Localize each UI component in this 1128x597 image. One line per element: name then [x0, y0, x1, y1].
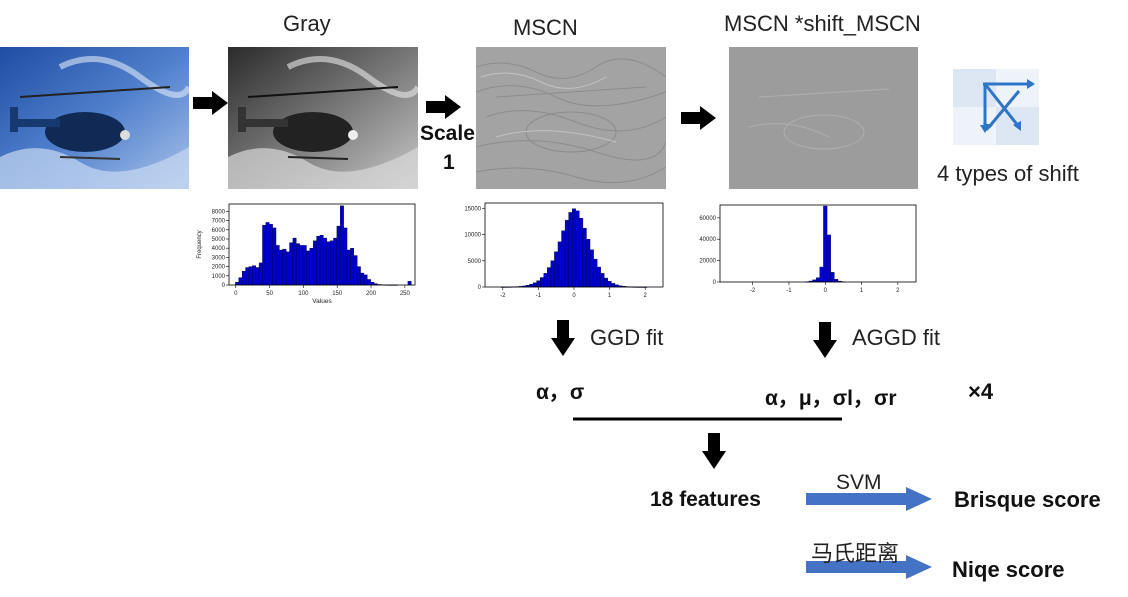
features-label: 18 features [650, 488, 761, 511]
mscn-shift-histogram: -2 -1 0 1 2 0 20000 40000 60000 [699, 204, 917, 294]
arrow-down-icon [702, 433, 726, 469]
x-tick-label: 50 [266, 291, 273, 297]
y-tick-label: 4000 [212, 246, 226, 252]
y-tick-label: 15000 [464, 206, 481, 212]
arrow-down-icon [551, 320, 575, 356]
plot-frame [719, 204, 917, 283]
shift-types-icon [953, 69, 1039, 145]
y-tick-label: 8000 [212, 209, 226, 215]
niqe-score: Niqe score [952, 557, 1065, 582]
y-tick-label: 40000 [699, 237, 716, 243]
y-tick-label: 5000 [468, 259, 482, 265]
mscn-shift-image [729, 47, 918, 189]
mscn-label: MSCN [513, 15, 578, 40]
mahalanobis-arrow-icon [806, 555, 932, 579]
x-tick-label: 100 [298, 291, 309, 297]
x-tick-label: -2 [750, 288, 756, 294]
mscn-shift-label: MSCN *shift_MSCN [724, 11, 921, 36]
y-tick-label: 1000 [212, 274, 226, 280]
y-tick-label: 0 [222, 283, 226, 289]
times-four: ×4 [968, 379, 994, 404]
x-axis-label: Values [312, 298, 332, 305]
x-tick-label: -2 [500, 293, 506, 299]
plot-frame [228, 203, 416, 286]
x-tick-label: 1 [608, 293, 612, 299]
svm-label: SVM [836, 471, 882, 494]
y-tick-label: 6000 [212, 228, 226, 234]
arrow-right-icon [193, 91, 228, 115]
arrow-down-icon [813, 322, 837, 358]
arrow-right-icon [681, 106, 716, 130]
x-tick-label: -1 [786, 288, 792, 294]
y-axis-label: Frequency [197, 230, 203, 258]
aggd-params: α，μ，σl，σr [765, 387, 897, 410]
shift-types-label: 4 types of shift [937, 161, 1079, 186]
helicopter-gray-image [228, 47, 418, 189]
svm-arrow-icon [806, 487, 932, 511]
arrow-right-icon [426, 95, 461, 119]
brisque-score: Brisque score [954, 487, 1101, 512]
x-tick-label: 0 [824, 288, 828, 294]
gray-label: Gray [283, 11, 331, 36]
x-tick-label: 2 [644, 293, 648, 299]
helicopter-color-image [0, 47, 189, 189]
x-tick-label: 150 [332, 291, 343, 297]
scale-number: 1 [443, 151, 455, 174]
x-tick-label: -1 [536, 293, 542, 299]
y-tick-label: 5000 [212, 237, 226, 243]
y-tick-label: 0 [713, 280, 717, 286]
ggd-fit-label: GGD fit [590, 325, 664, 350]
y-tick-label: 60000 [699, 216, 716, 222]
y-tick-label: 10000 [464, 233, 481, 239]
y-tick-label: 20000 [699, 259, 716, 265]
y-tick-label: 7000 [212, 219, 226, 225]
aggd-fit-label: AGGD fit [852, 325, 941, 350]
y-tick-label: 0 [478, 285, 482, 291]
x-tick-label: 200 [366, 291, 377, 297]
gray-histogram: 0 50 100 150 200 250 0 1000 2000 3000 4000 5000 6000… [197, 203, 416, 305]
y-tick-label: 2000 [212, 265, 226, 271]
ggd-params: α，σ [536, 381, 585, 404]
mahalanobis-label: 马氏距离 [811, 541, 900, 566]
mscn-histogram: -2 -1 0 1 2 0 5000 10000 15000 [464, 202, 664, 299]
x-tick-label: 1 [860, 288, 864, 294]
x-tick-label: 250 [400, 291, 411, 297]
x-tick-label: 2 [896, 288, 900, 294]
scale-label: Scale [420, 122, 475, 145]
x-tick-label: 0 [234, 291, 238, 297]
y-tick-label: 3000 [212, 255, 226, 261]
x-tick-label: 0 [572, 293, 576, 299]
mscn-image [476, 47, 666, 189]
